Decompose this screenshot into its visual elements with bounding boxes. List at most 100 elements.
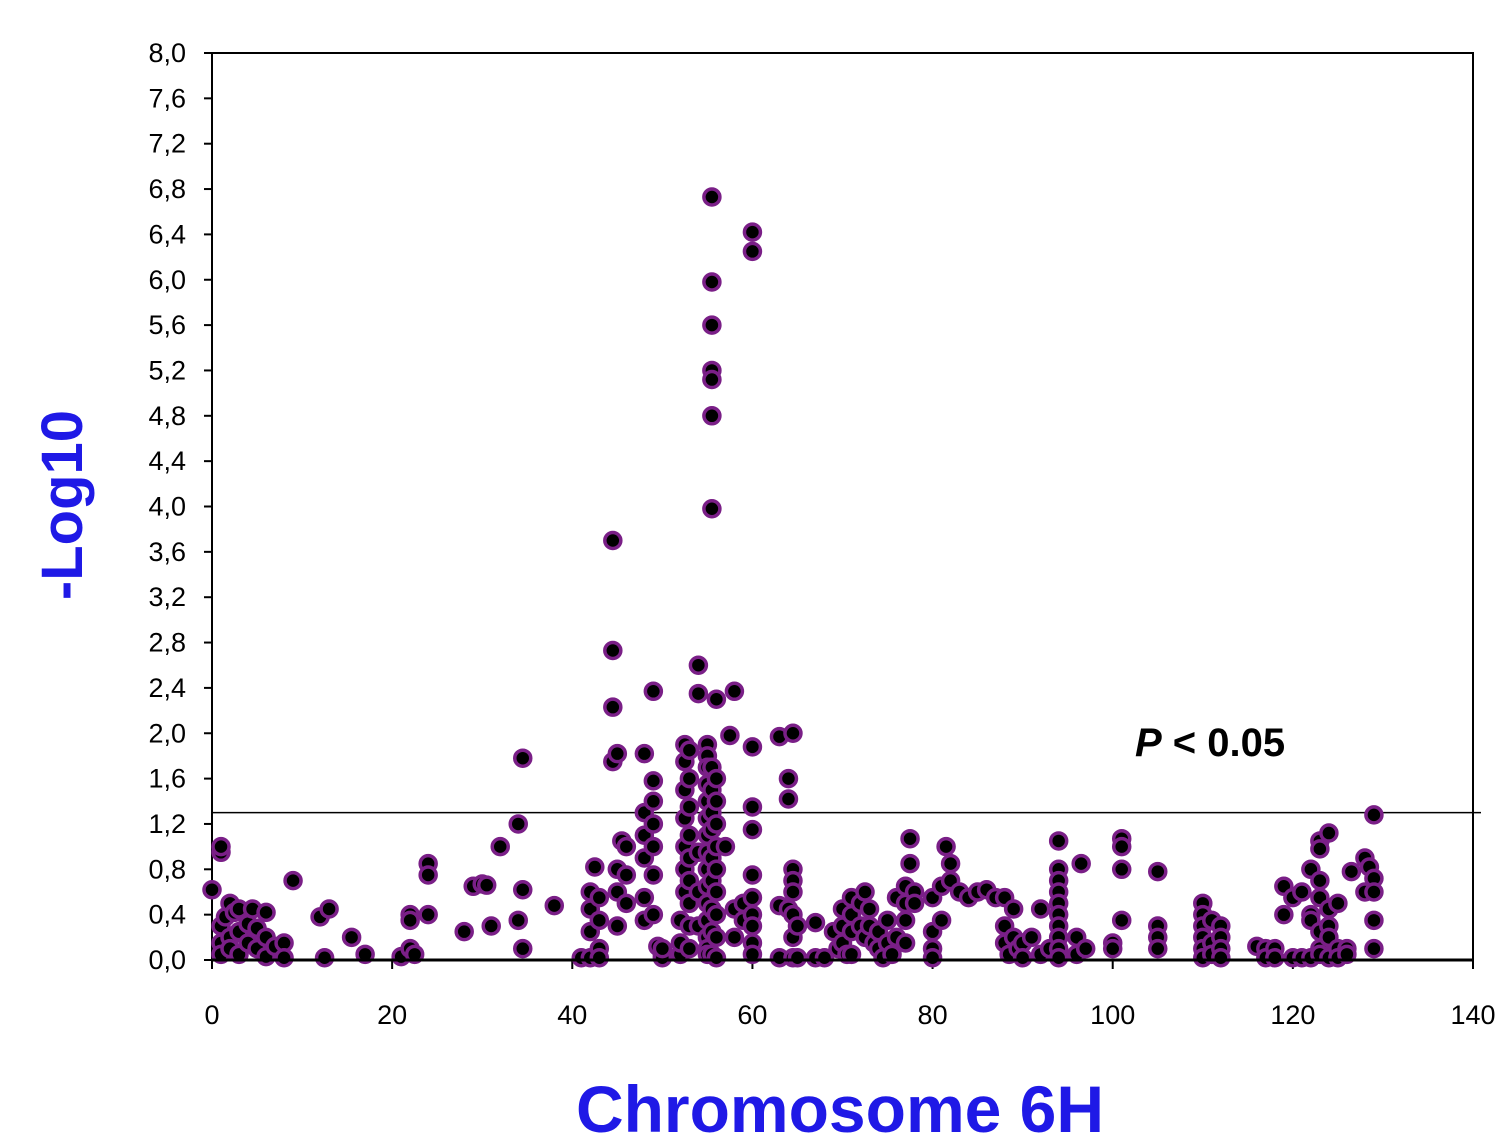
data-point (702, 272, 722, 292)
x-tick-label: 120 (1270, 1000, 1315, 1030)
data-point (585, 857, 605, 877)
threshold-label-p: P (1135, 721, 1162, 765)
threshold-label-value: < 0.05 (1162, 721, 1285, 765)
y-tick-label: 1,6 (148, 764, 186, 794)
data-point (702, 369, 722, 390)
data-point (643, 904, 664, 925)
data-point (1341, 861, 1362, 882)
data-point (589, 887, 610, 908)
y-tick-label: 0,8 (148, 854, 186, 884)
data-point (904, 893, 925, 914)
data-point (882, 944, 902, 965)
data-point (702, 499, 722, 519)
data-point (1111, 859, 1132, 880)
data-point (1337, 944, 1357, 965)
data-point (702, 406, 722, 426)
data-point (720, 725, 740, 746)
x-tick-label: 40 (557, 1000, 587, 1030)
x-tick-label: 60 (737, 1000, 767, 1030)
data-point (724, 927, 745, 948)
data-point (706, 814, 727, 834)
data-point (778, 789, 799, 809)
data-point (512, 748, 533, 768)
data-point (544, 895, 565, 916)
data-point (679, 768, 700, 789)
y-tick-label: 6,8 (148, 174, 186, 204)
y-tick-label: 5,2 (148, 355, 186, 385)
data-point (202, 879, 222, 900)
data-point (1211, 947, 1231, 968)
data-point (787, 916, 808, 936)
data-points (202, 187, 1384, 968)
data-point (1012, 947, 1033, 968)
y-tick-label: 3,2 (148, 582, 186, 612)
y-tick-label: 0,0 (148, 945, 186, 975)
data-point (634, 743, 655, 764)
data-point (895, 933, 916, 953)
data-point (1111, 910, 1132, 931)
data-point (742, 737, 763, 757)
data-point (616, 865, 637, 885)
data-point (652, 938, 673, 959)
y-tick-label: 1,2 (148, 809, 186, 839)
data-point (787, 947, 808, 968)
data-point (512, 879, 533, 900)
data-point (589, 910, 610, 931)
data-point (805, 912, 826, 933)
data-point (616, 836, 637, 857)
y-tick-label: 8,0 (148, 38, 186, 68)
data-point (319, 899, 339, 919)
data-point (706, 689, 727, 709)
data-point (742, 797, 763, 817)
data-point (1328, 893, 1348, 914)
data-point (702, 187, 722, 207)
data-point (481, 916, 501, 936)
data-point (643, 791, 664, 812)
data-point (859, 899, 880, 919)
data-point (877, 910, 898, 931)
data-point (706, 904, 727, 925)
data-point (283, 870, 303, 891)
data-point (643, 836, 664, 857)
y-tick-label: 4,8 (148, 401, 186, 431)
data-point (1021, 927, 1042, 948)
data-point (1102, 938, 1123, 959)
data-point (607, 743, 628, 764)
x-tick-label: 100 (1090, 1000, 1135, 1030)
y-axis-title: -Log10 (30, 410, 95, 600)
y-tick-label: 5,6 (148, 310, 186, 340)
data-point (1364, 910, 1384, 931)
data-point (841, 944, 862, 965)
data-point (616, 893, 637, 914)
data-point (724, 681, 745, 702)
data-point (688, 683, 709, 704)
data-point (1364, 882, 1384, 902)
data-point (1048, 947, 1069, 968)
data-point (679, 797, 700, 817)
data-point (341, 927, 362, 948)
x-tick-label: 0 (204, 1000, 219, 1030)
data-point (1319, 823, 1339, 843)
data-point (634, 887, 655, 908)
data-point (940, 853, 961, 874)
data-point (1265, 947, 1285, 968)
x-axis-title: Chromosome 6H (576, 1072, 1104, 1141)
data-point (706, 791, 727, 812)
y-tick-label: 4,0 (148, 492, 186, 522)
x-tick-label: 80 (918, 1000, 948, 1030)
data-point (418, 904, 438, 925)
data-point (900, 828, 920, 849)
data-point (1148, 938, 1168, 959)
x-axis: 0 20 40 60 80 100 120 140 (204, 960, 1495, 1030)
data-point (742, 819, 763, 840)
data-point (855, 882, 875, 902)
data-point (1111, 836, 1132, 857)
data-point (706, 859, 727, 880)
data-point (1075, 938, 1096, 959)
data-point (490, 836, 510, 857)
x-tick-label: 140 (1450, 1000, 1495, 1030)
data-point (314, 947, 335, 968)
plot-area-frame (211, 52, 1474, 961)
y-axis: 0,0 0,4 0,8 1,2 1,6 2,0 2,4 2,8 3,2 3,6 4,0 4,4 4,8 5… (148, 38, 212, 975)
y-tick-label: 7,6 (148, 83, 186, 113)
